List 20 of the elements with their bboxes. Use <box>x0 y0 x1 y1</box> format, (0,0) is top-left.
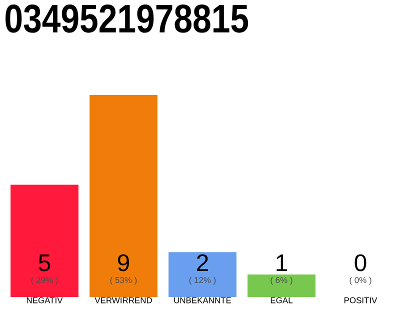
chart-title: 0349521978815 <box>6 4 248 33</box>
data-label: 2 <box>197 254 208 271</box>
annotation: ( 6% ) <box>270 276 292 285</box>
bar <box>90 95 158 297</box>
data-label: 1 <box>276 254 287 271</box>
annotation: ( 29% ) <box>31 276 58 285</box>
x-tick-label: VERWIRREND <box>94 297 152 304</box>
annotation: ( 53% ) <box>110 276 137 285</box>
x-tick-label: POSITIV <box>344 297 378 304</box>
bar <box>248 274 316 297</box>
annotation: ( 12% ) <box>189 276 216 285</box>
x-tick-label: UNBEKANNTE <box>174 297 232 304</box>
x-tick-label: NEGATIV <box>26 297 63 304</box>
bar <box>168 252 236 297</box>
data-label: 5 <box>38 254 50 272</box>
data-label: 0 <box>354 254 366 272</box>
bar <box>10 184 78 297</box>
annotation: ( 0% ) <box>350 276 372 285</box>
x-tick-label: EGAL <box>270 297 293 304</box>
data-label: 9 <box>118 254 130 272</box>
